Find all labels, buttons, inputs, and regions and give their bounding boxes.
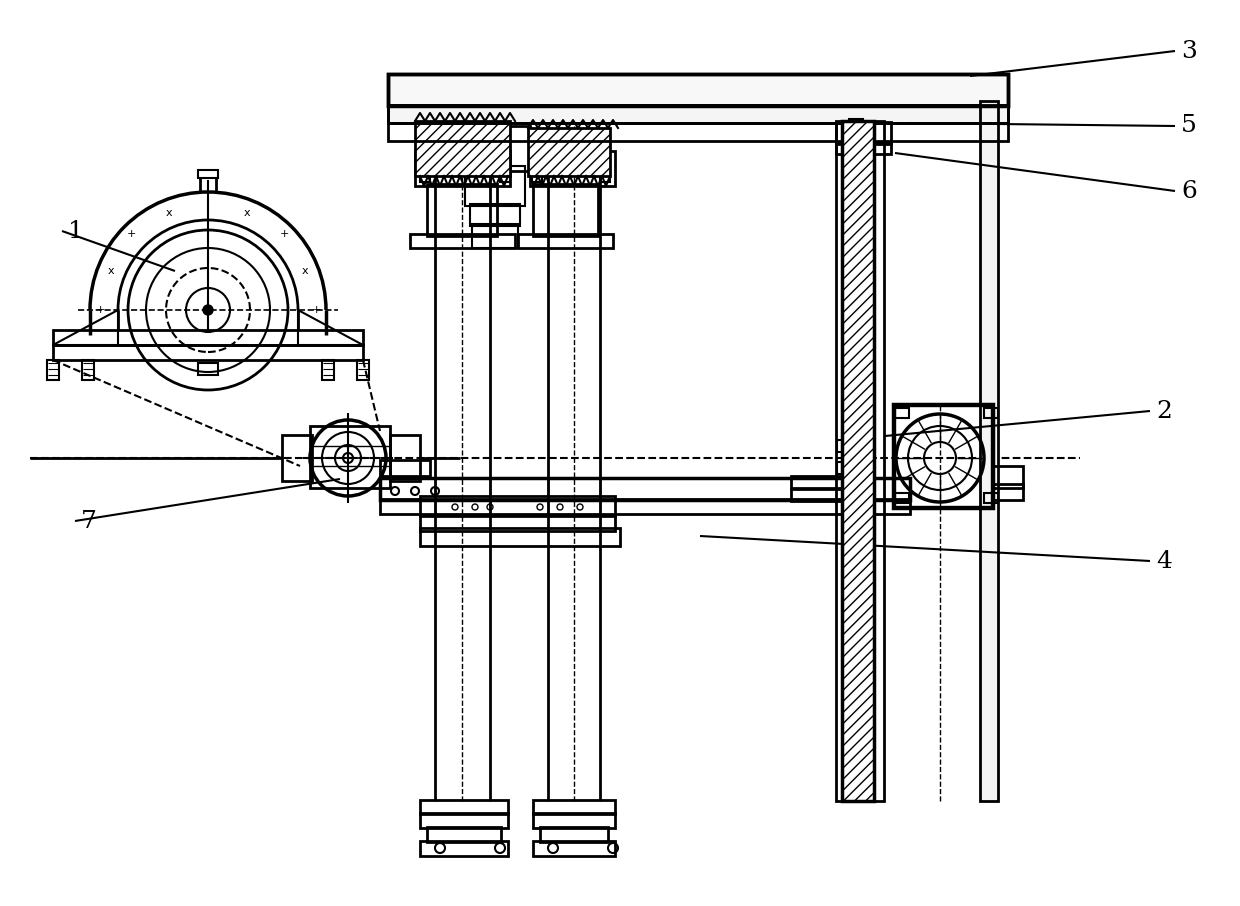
Bar: [993, 466, 1023, 488]
Bar: [281, 435, 312, 481]
Bar: [47, 360, 60, 380]
Bar: [388, 123, 1008, 141]
Bar: [82, 360, 94, 380]
Bar: [420, 172, 430, 182]
Bar: [410, 234, 515, 248]
Bar: [842, 121, 874, 801]
Text: 3: 3: [1180, 40, 1197, 63]
Text: 5: 5: [1180, 114, 1197, 138]
Bar: [532, 172, 542, 182]
Bar: [198, 363, 218, 375]
Bar: [836, 121, 846, 801]
Bar: [427, 827, 501, 842]
Bar: [849, 119, 863, 133]
Bar: [874, 121, 884, 801]
Bar: [465, 166, 525, 206]
Bar: [322, 360, 334, 380]
Bar: [791, 476, 843, 488]
Bar: [500, 172, 510, 182]
Bar: [985, 408, 998, 418]
Bar: [837, 440, 849, 452]
Bar: [420, 515, 615, 531]
Bar: [53, 330, 363, 345]
Bar: [379, 460, 430, 476]
Bar: [470, 204, 520, 226]
Bar: [388, 74, 1008, 106]
Text: 2: 2: [1156, 400, 1172, 422]
Bar: [415, 151, 510, 186]
Bar: [472, 224, 518, 248]
Bar: [53, 345, 363, 360]
Bar: [985, 493, 998, 503]
Bar: [533, 184, 598, 236]
Bar: [198, 170, 218, 178]
Bar: [600, 172, 610, 182]
Bar: [895, 406, 991, 506]
Text: x: x: [165, 207, 172, 217]
Bar: [420, 841, 508, 856]
Bar: [427, 184, 497, 236]
Text: +: +: [280, 228, 289, 238]
Bar: [388, 74, 1008, 106]
Bar: [388, 105, 1008, 123]
Bar: [420, 800, 508, 814]
Bar: [420, 528, 620, 546]
Bar: [836, 122, 892, 144]
Bar: [836, 142, 892, 154]
Bar: [415, 121, 510, 176]
Text: 4: 4: [1156, 550, 1172, 573]
Text: +: +: [311, 305, 321, 315]
Bar: [791, 489, 843, 501]
Bar: [529, 151, 615, 186]
Bar: [993, 484, 1023, 500]
Bar: [388, 105, 1008, 123]
Text: x: x: [303, 265, 309, 275]
Bar: [895, 408, 909, 418]
Text: x: x: [108, 265, 114, 275]
Text: +: +: [126, 228, 136, 238]
Circle shape: [203, 305, 213, 315]
Text: 1: 1: [68, 219, 84, 243]
Bar: [391, 435, 420, 481]
Text: +: +: [95, 305, 104, 315]
Bar: [893, 404, 993, 508]
Bar: [357, 360, 370, 380]
Bar: [837, 462, 849, 474]
Bar: [539, 827, 608, 842]
Text: 6: 6: [1180, 179, 1197, 203]
Bar: [420, 496, 615, 516]
Bar: [518, 234, 613, 248]
Bar: [980, 101, 998, 801]
Bar: [895, 493, 909, 503]
Bar: [379, 499, 910, 514]
Bar: [310, 426, 391, 488]
Bar: [420, 813, 508, 828]
Bar: [379, 478, 910, 500]
Bar: [533, 813, 615, 828]
Bar: [533, 841, 615, 856]
Text: x: x: [244, 207, 250, 217]
Bar: [533, 800, 615, 814]
Bar: [528, 128, 610, 176]
Bar: [460, 126, 529, 171]
Text: 7: 7: [81, 509, 97, 533]
